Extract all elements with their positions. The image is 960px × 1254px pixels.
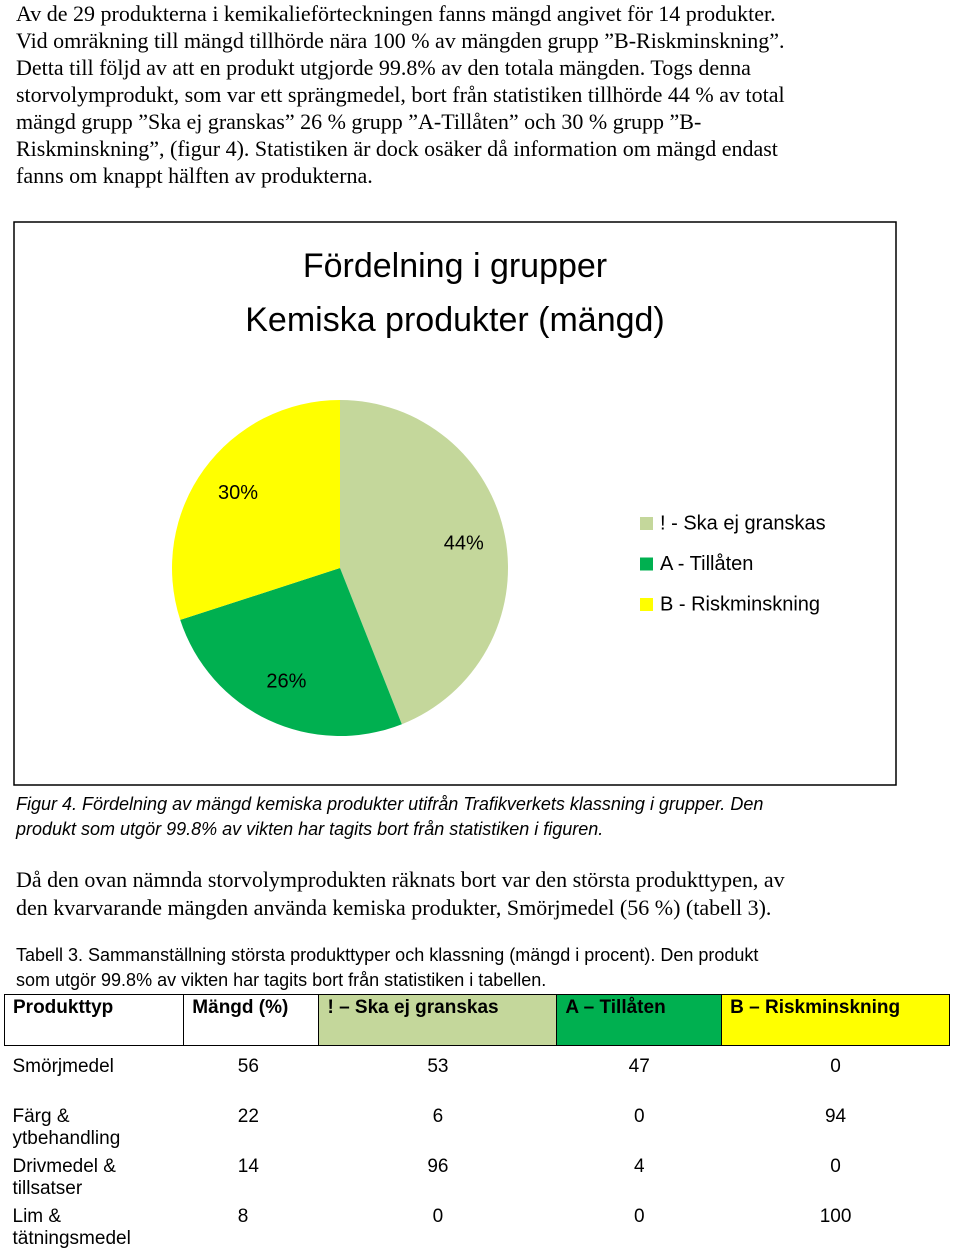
legend-swatch <box>640 557 653 571</box>
text-line: Riskminskning”, (figur 4). Statistiken ä… <box>16 136 778 161</box>
text-line: produkt som utgör 99.8% av vikten har ta… <box>16 819 604 839</box>
pie-slice <box>340 400 509 725</box>
pie-slice <box>180 568 402 736</box>
table-cell: 14 <box>237 1156 259 1177</box>
table-cell: 4 <box>633 1156 645 1177</box>
legend-label: ! - Ska ej granskas <box>660 512 826 534</box>
text-line: Av de 29 produkterna i kemikalieförteckn… <box>16 1 776 26</box>
chart-title: Fördelning i grupper <box>303 247 607 285</box>
table-cell: Lim & tätningsmedel <box>12 1206 131 1249</box>
chart: Fördelning i grupper Kemiska produkter (… <box>13 221 897 786</box>
table: Produkttyp Mängd (%)! – Ska ej granskas A … <box>3 994 950 1254</box>
text-line: Då den ovan nämnda storvolymprodukten rä… <box>16 867 785 892</box>
table-header-cell: ! – Ska ej granskas <box>318 994 558 1046</box>
table-cell: 0 <box>633 1206 645 1227</box>
table-cell: 47 <box>628 1056 650 1077</box>
legend-swatch <box>640 517 653 530</box>
legend-label: B - Riskminskning <box>660 593 820 615</box>
text-line: Detta till följd av att en produkt utgjo… <box>16 55 751 80</box>
legend-swatch <box>640 598 653 611</box>
table-cell: 0 <box>830 1156 841 1177</box>
table-header-cell: Produkttyp <box>3 994 185 1046</box>
table-header-cell: A – Tillåten <box>556 994 723 1046</box>
table-cell: 96 <box>427 1156 449 1177</box>
text-line: som utgör 99.8% av vikten har tagits bor… <box>16 970 547 990</box>
table-cell: 53 <box>427 1056 449 1077</box>
text-line: Figur 4. Fördelning av mängd kemiska pro… <box>16 794 764 814</box>
table-cell: Drivmedel & tillsatser <box>12 1156 116 1199</box>
table-cell: 0 <box>633 1106 645 1127</box>
table-row: Lim & tätningsmedel 8 0 0 100 <box>5 1204 950 1254</box>
table-cell: Smörjmedel <box>12 1056 114 1077</box>
table-cell: Färg & ytbehandling <box>12 1106 121 1149</box>
table-row: Smörjmedel 56 53 47 0 <box>5 1046 950 1105</box>
legend-label: A - Tillåten <box>660 553 753 575</box>
table-cell: 94 <box>824 1106 847 1127</box>
chart-subtitle: Kemiska produkter (mängd) <box>245 301 665 339</box>
table-row: Färg & ytbehandling 22 6 0 94 <box>5 1104 950 1154</box>
pie-slice <box>171 400 340 620</box>
text-line: Vid omräkning till mängd tillhörde nära … <box>16 28 785 53</box>
table-header-cell: Mängd (%) <box>183 994 320 1046</box>
text-line: den kvarvarande mängden använda kemiska … <box>16 895 772 920</box>
text-line: mängd grupp ”Ska ej granskas” 26 % grupp… <box>16 109 702 134</box>
table-cell: 0 <box>830 1056 841 1077</box>
table-cell: 100 <box>819 1206 852 1227</box>
table-header-cell: B – Riskminskning <box>721 994 950 1046</box>
slice-label: 26% <box>266 670 306 692</box>
table-row: Drivmedel & tillsatser 14 96 4 0 <box>5 1154 950 1204</box>
text-line: fanns om knappt hälften av produkterna. <box>16 163 373 188</box>
table-cell: 56 <box>237 1056 259 1077</box>
table-cell: 6 <box>432 1106 444 1127</box>
slice-label: 30% <box>218 482 258 504</box>
table-cell: 8 <box>237 1206 249 1227</box>
text-line: storvolymprodukt, som var ett sprängmede… <box>16 82 785 107</box>
text-line: Tabell 3. Sammanställning största produk… <box>16 945 759 965</box>
table-cell: 0 <box>432 1206 444 1227</box>
slice-label: 44% <box>444 533 484 555</box>
table-cell: 22 <box>237 1106 259 1127</box>
